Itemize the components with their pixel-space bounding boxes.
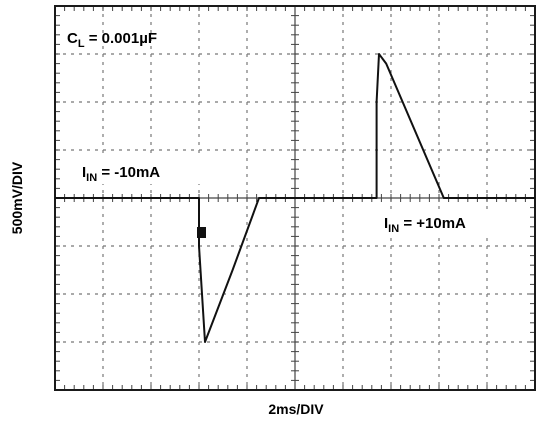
label-bg-neg (80, 158, 206, 184)
label-bg-pos (382, 211, 504, 237)
trace (55, 53, 535, 343)
load-cap-label: CL = 0.001µF (67, 30, 157, 50)
i-in-pos-label: IIN = +10mA (384, 215, 466, 235)
waveform-trace (55, 53, 535, 343)
i-in-neg-label: IIN = -10mA (82, 164, 160, 184)
y-axis-label: 500mV/DIV (9, 161, 25, 234)
x-axis-label: 2ms/DIV (268, 401, 324, 417)
cursor-marker (197, 227, 206, 238)
